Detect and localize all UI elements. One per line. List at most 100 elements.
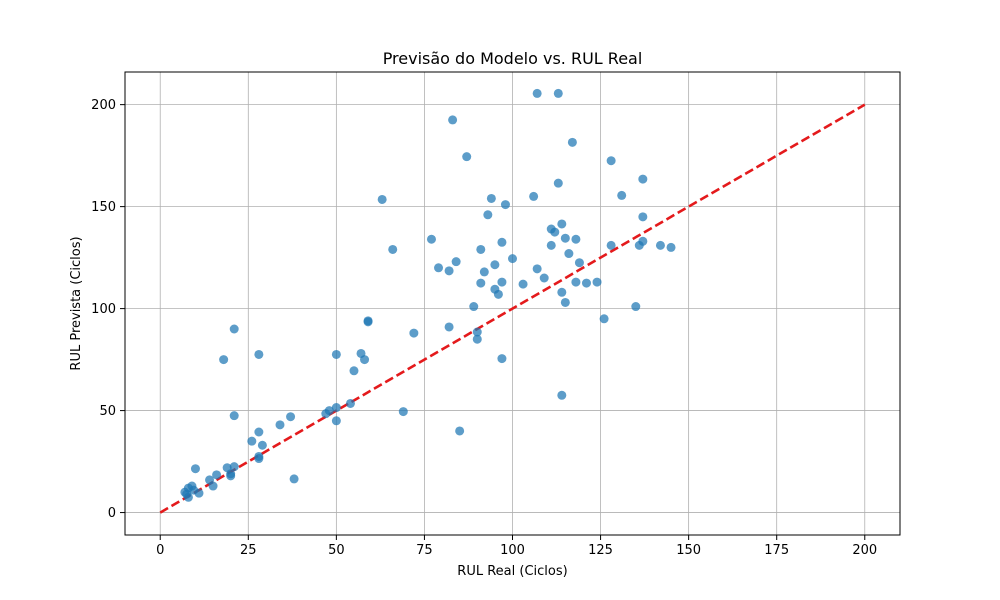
data-point — [254, 454, 264, 464]
data-point — [190, 464, 200, 474]
data-point — [571, 234, 581, 244]
data-point — [476, 278, 486, 288]
data-point — [183, 492, 193, 502]
x-tick-label: 200 — [852, 543, 877, 558]
data-point — [574, 258, 584, 268]
data-point — [455, 426, 465, 436]
data-point — [289, 474, 299, 484]
reference-diagonal-line — [159, 103, 866, 514]
y-axis-label: RUL Prevista (Ciclos) — [69, 236, 84, 370]
data-point — [532, 264, 542, 274]
y-tick-label: 0 — [108, 506, 116, 521]
x-axis-ticks: 0 25 50 75 100 125 150 175 200 — [156, 535, 877, 558]
data-point — [557, 219, 567, 229]
data-point — [557, 287, 567, 297]
x-tick-label: 75 — [416, 543, 433, 558]
data-point — [546, 240, 556, 250]
data-point — [483, 210, 493, 220]
data-point — [567, 137, 577, 147]
x-tick-label: 50 — [328, 543, 345, 558]
data-point — [377, 194, 387, 204]
data-point — [599, 314, 609, 324]
data-point — [448, 115, 458, 125]
data-point — [331, 416, 341, 426]
data-point — [257, 440, 267, 450]
grid — [125, 72, 900, 535]
data-point — [571, 277, 581, 287]
data-point — [592, 277, 602, 287]
data-point — [360, 355, 370, 365]
y-tick-label: 100 — [91, 302, 116, 317]
data-point — [286, 412, 296, 422]
data-point — [226, 471, 236, 481]
data-point — [444, 322, 454, 332]
data-point — [208, 481, 218, 491]
x-tick-label: 25 — [240, 543, 257, 558]
data-point — [560, 233, 570, 243]
data-point — [462, 152, 472, 162]
x-tick-label: 0 — [156, 543, 164, 558]
data-point — [581, 278, 591, 288]
data-point — [479, 267, 489, 277]
data-point — [638, 212, 648, 222]
reference-line — [159, 103, 866, 514]
data-point — [666, 242, 676, 252]
data-point — [409, 328, 419, 338]
x-tick-label: 100 — [500, 543, 525, 558]
data-point — [557, 390, 567, 400]
y-tick-label: 200 — [91, 98, 116, 113]
data-point — [444, 266, 454, 276]
data-point — [212, 470, 222, 480]
data-point — [532, 88, 542, 98]
data-point — [655, 240, 665, 250]
data-point — [324, 406, 334, 416]
data-point — [229, 411, 239, 421]
data-point — [606, 240, 616, 250]
data-point — [434, 263, 444, 273]
data-point — [606, 156, 616, 166]
data-point — [451, 257, 461, 267]
data-point — [219, 355, 229, 365]
x-tick-label: 150 — [676, 543, 701, 558]
data-point — [345, 398, 355, 408]
data-point — [472, 334, 482, 344]
data-point — [550, 227, 560, 237]
data-points — [180, 88, 676, 502]
data-point — [363, 317, 373, 327]
data-point — [229, 324, 239, 334]
data-point — [469, 302, 479, 312]
x-axis-label: RUL Real (Ciclos) — [457, 564, 567, 579]
data-point — [553, 88, 563, 98]
data-point — [493, 289, 503, 299]
data-point — [553, 178, 563, 188]
data-point — [398, 407, 408, 417]
data-point — [229, 462, 239, 472]
data-point — [508, 254, 517, 264]
data-point — [194, 488, 204, 498]
data-point — [426, 234, 436, 244]
data-point — [638, 236, 648, 246]
data-point — [617, 190, 627, 200]
data-point — [486, 193, 496, 203]
data-point — [560, 297, 570, 307]
data-point — [331, 403, 341, 413]
data-point — [497, 237, 507, 247]
data-point — [529, 191, 539, 201]
data-point — [247, 436, 257, 446]
y-tick-label: 150 — [91, 200, 116, 215]
data-point — [497, 277, 507, 287]
data-point — [518, 279, 528, 289]
data-point — [490, 260, 500, 270]
data-point — [349, 366, 359, 376]
data-point — [388, 244, 398, 254]
y-axis-ticks: 0 50 100 150 200 — [91, 98, 125, 521]
x-tick-label: 175 — [764, 543, 789, 558]
data-point — [631, 302, 641, 312]
data-point — [564, 249, 574, 259]
data-point — [539, 273, 549, 283]
x-tick-label: 125 — [588, 543, 613, 558]
data-point — [275, 420, 285, 430]
data-point — [497, 354, 507, 364]
